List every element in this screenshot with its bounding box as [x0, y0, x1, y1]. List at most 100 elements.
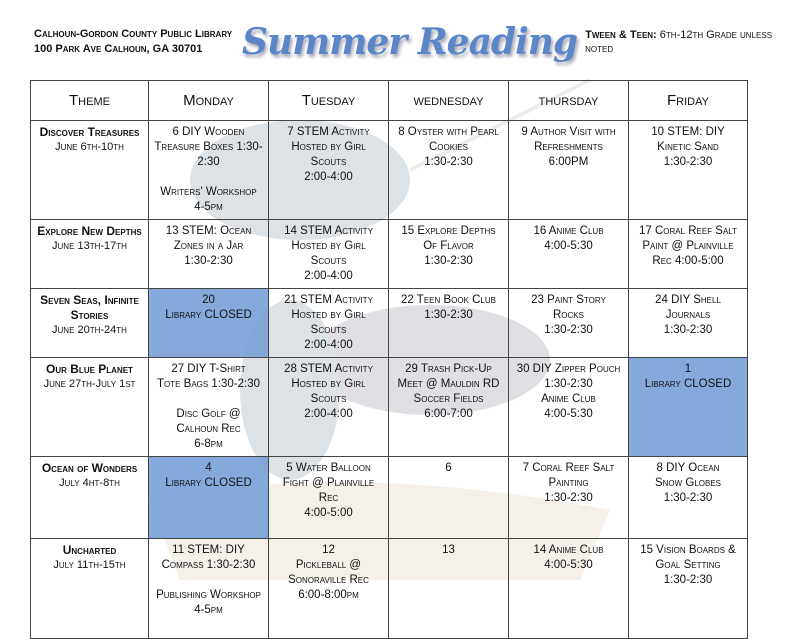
day-cell: 11 STEM: DIY Compass 1:30-2:30 Publishin…	[148, 538, 269, 639]
day-cell: 15 Vision Boards & Goal Setting 1:30-2:3…	[628, 538, 748, 639]
day-cell: 22 Teen Book Club 1:30-2:30	[388, 288, 509, 358]
theme-name: Uncharted	[62, 543, 117, 557]
day-cell: 10 STEM: DIY Kinetic Sand 1:30-2:30	[628, 120, 748, 220]
day-cell: 14 Anime Club 4:00-5:30	[508, 538, 629, 639]
theme-name: Our Blue Planet	[46, 362, 133, 376]
day-events: 9 Author Visit with Refreshments 6:00PM	[521, 126, 616, 168]
day-events: 5 Water Balloon Fight @ Plainville Rec 4…	[282, 462, 375, 519]
theme-name: Discover Treasures	[39, 125, 140, 139]
day-events: 1 Library CLOSED	[644, 363, 732, 390]
theme-dates: June 6th-10th	[55, 141, 124, 153]
day-cell: 13 STEM: Ocean Zones in a Jar 1:30-2:30	[148, 219, 269, 289]
day-events: 21 STEM Activity Hosted by Girl Scouts 2…	[284, 294, 373, 351]
day-cell: 27 DIY T-Shirt Tote Bags 1:30-2:30 Disc …	[148, 357, 269, 457]
theme-dates: June 27th-July 1st	[43, 378, 136, 390]
day-cell: 5 Water Balloon Fight @ Plainville Rec 4…	[268, 456, 389, 539]
day-events: 6 DIY Wooden Treasure Boxes 1:30-2:30 Wr…	[154, 126, 263, 213]
day-cell: 29 Trash Pick-Up Meet @ Mauldin RD Socce…	[388, 357, 509, 457]
day-cell-closed: 1 Library CLOSED	[628, 357, 748, 457]
day-cell: 15 Explore Depths Of Flavor 1:30-2:30	[388, 219, 509, 289]
day-cell-closed: 20 Library CLOSED	[148, 288, 269, 358]
week-theme: Seven Seas, Infinite Stories June 20th-24…	[30, 288, 149, 358]
day-events: 4 Library CLOSED	[165, 462, 252, 489]
week-theme: Discover Treasures June 6th-10th	[30, 120, 149, 220]
day-events: 8 Oyster with Pearl Cookies 1:30-2:30	[398, 126, 499, 168]
audience-text: 6th-12th Grade unless noted	[585, 29, 773, 55]
day-cell: 7 Coral Reef Salt Painting 1:30-2:30	[508, 456, 629, 539]
day-events: 7 Coral Reef Salt Painting 1:30-2:30	[522, 462, 615, 504]
day-events: 12 Pickleball @ Sonoraville Rec 6:00-8:0…	[288, 544, 369, 601]
day-cell: 17 Coral Reef Salt Paint @ Plainville Re…	[628, 219, 748, 289]
day-events: 22 Teen Book Club 1:30-2:30	[401, 294, 496, 321]
day-cell: 8 Oyster with Pearl Cookies 1:30-2:30	[388, 120, 509, 220]
theme-dates: June 20th-24th	[52, 324, 127, 336]
day-events: 16 Anime Club 4:00-5:30	[533, 225, 604, 252]
day-events: 17 Coral Reef Salt Paint @ Plainville Re…	[638, 225, 738, 267]
day-events: 14 Anime Club 4:00-5:30	[533, 544, 604, 571]
week-theme: Our Blue Planet June 27th-July 1st	[30, 357, 149, 457]
week-row: Ocean of Wonders July 4ht-8th 4 Library CL…	[30, 456, 748, 539]
day-events: 15 Explore Depths Of Flavor 1:30-2:30	[401, 225, 496, 267]
column-header: Friday	[628, 80, 748, 121]
day-events: 27 DIY T-Shirt Tote Bags 1:30-2:30 Disc …	[156, 363, 261, 450]
week-row: Uncharted July 11th-15th 11 STEM: DIY Comp…	[30, 538, 748, 639]
week-row: Explore New Depths June 13th-17th 13 STEM:…	[30, 219, 748, 289]
day-events: 13	[442, 544, 455, 556]
header-row: Theme Monday Tuesday wednesday thursday Frida…	[30, 80, 748, 121]
day-cell: 9 Author Visit with Refreshments 6:00PM	[508, 120, 629, 220]
theme-name: Seven Seas, Infinite Stories	[40, 293, 139, 322]
day-cell: 8 DIY Ocean Snow Globes 1:30-2:30	[628, 456, 748, 539]
day-events: 29 Trash Pick-Up Meet @ Mauldin RD Socce…	[397, 363, 500, 420]
day-cell: 16 Anime Club 4:00-5:30	[508, 219, 629, 289]
theme-dates: July 11th-15th	[53, 559, 126, 571]
day-cell: 28 STEM Activity Hosted by Girl Scouts 2…	[268, 357, 389, 457]
week-theme: Ocean of Wonders July 4ht-8th	[30, 456, 149, 539]
day-cell: 23 Paint Story Rocks 1:30-2:30	[508, 288, 629, 358]
theme-name: Ocean of Wonders	[41, 461, 138, 475]
day-cell: 30 DIY Zipper Pouch 1:30-2:30 Anime Club…	[508, 357, 629, 457]
library-address: 100 Park Ave Calhoun, GA 30701	[34, 43, 203, 55]
day-events: 14 STEM Activity Hosted by Girl Scouts 2…	[284, 225, 373, 282]
column-header: Monday	[148, 80, 269, 121]
day-cell: 6 DIY Wooden Treasure Boxes 1:30-2:30 Wr…	[148, 120, 269, 220]
day-events: 10 STEM: DIY Kinetic Sand 1:30-2:30	[651, 126, 725, 168]
week-row: Our Blue Planet June 27th-July 1st 27 DIY …	[30, 357, 748, 457]
day-events: 28 STEM Activity Hosted by Girl Scouts 2…	[284, 363, 373, 420]
page-header: Calhoun-Gordon County Public Library 100…	[34, 8, 784, 76]
column-header: thursday	[508, 80, 629, 121]
theme-name: Explore New Depths	[37, 224, 142, 238]
day-cell: 21 STEM Activity Hosted by Girl Scouts 2…	[268, 288, 389, 358]
day-cell: 14 STEM Activity Hosted by Girl Scouts 2…	[268, 219, 389, 289]
day-events: 20 Library CLOSED	[165, 294, 252, 321]
week-theme: Uncharted July 11th-15th	[30, 538, 149, 639]
day-cell: 13	[388, 538, 509, 639]
day-events: 13 STEM: Ocean Zones in a Jar 1:30-2:30	[165, 225, 252, 267]
day-events: 15 Vision Boards & Goal Setting 1:30-2:3…	[640, 544, 736, 586]
column-header: Tuesday	[268, 80, 389, 121]
calendar-table: Theme Monday Tuesday wednesday thursday Frida…	[30, 80, 748, 639]
library-info: Calhoun-Gordon County Public Library 100…	[34, 27, 234, 57]
week-row: Discover Treasures June 6th-10th 6 DIY Woo…	[30, 120, 748, 220]
day-events: 23 Paint Story Rocks 1:30-2:30	[531, 294, 606, 336]
day-cell: 24 DIY Shell Journals 1:30-2:30	[628, 288, 748, 358]
day-events: 11 STEM: DIY Compass 1:30-2:30 Publishin…	[156, 544, 261, 616]
audience-note: Tween & Teen: 6th-12th Grade unless note…	[585, 28, 784, 56]
day-events: 30 DIY Zipper Pouch 1:30-2:30 Anime Club…	[516, 363, 621, 420]
day-cell: 7 STEM Activity Hosted by Girl Scouts 2:…	[268, 120, 389, 220]
week-row: Seven Seas, Infinite Stories June 20th-24…	[30, 288, 748, 358]
day-events: 8 DIY Ocean Snow Globes 1:30-2:30	[654, 462, 722, 504]
theme-dates: June 13th-17th	[52, 240, 127, 252]
week-theme: Explore New Depths June 13th-17th	[30, 219, 149, 289]
day-events: 6	[445, 462, 452, 474]
day-events: 7 STEM Activity Hosted by Girl Scouts 2:…	[287, 126, 370, 183]
page-title: Summer Reading	[242, 21, 578, 63]
day-cell: 12 Pickleball @ Sonoraville Rec 6:00-8:0…	[268, 538, 389, 639]
day-cell: 6	[388, 456, 509, 539]
theme-dates: July 4ht-8th	[59, 477, 120, 489]
audience-label: Tween & Teen:	[585, 29, 657, 41]
day-events: 24 DIY Shell Journals 1:30-2:30	[655, 294, 721, 336]
library-name: Calhoun-Gordon County Public Library	[34, 28, 233, 40]
column-header: wednesday	[388, 80, 509, 121]
column-header: Theme	[30, 80, 149, 121]
day-cell-closed: 4 Library CLOSED	[148, 456, 269, 539]
